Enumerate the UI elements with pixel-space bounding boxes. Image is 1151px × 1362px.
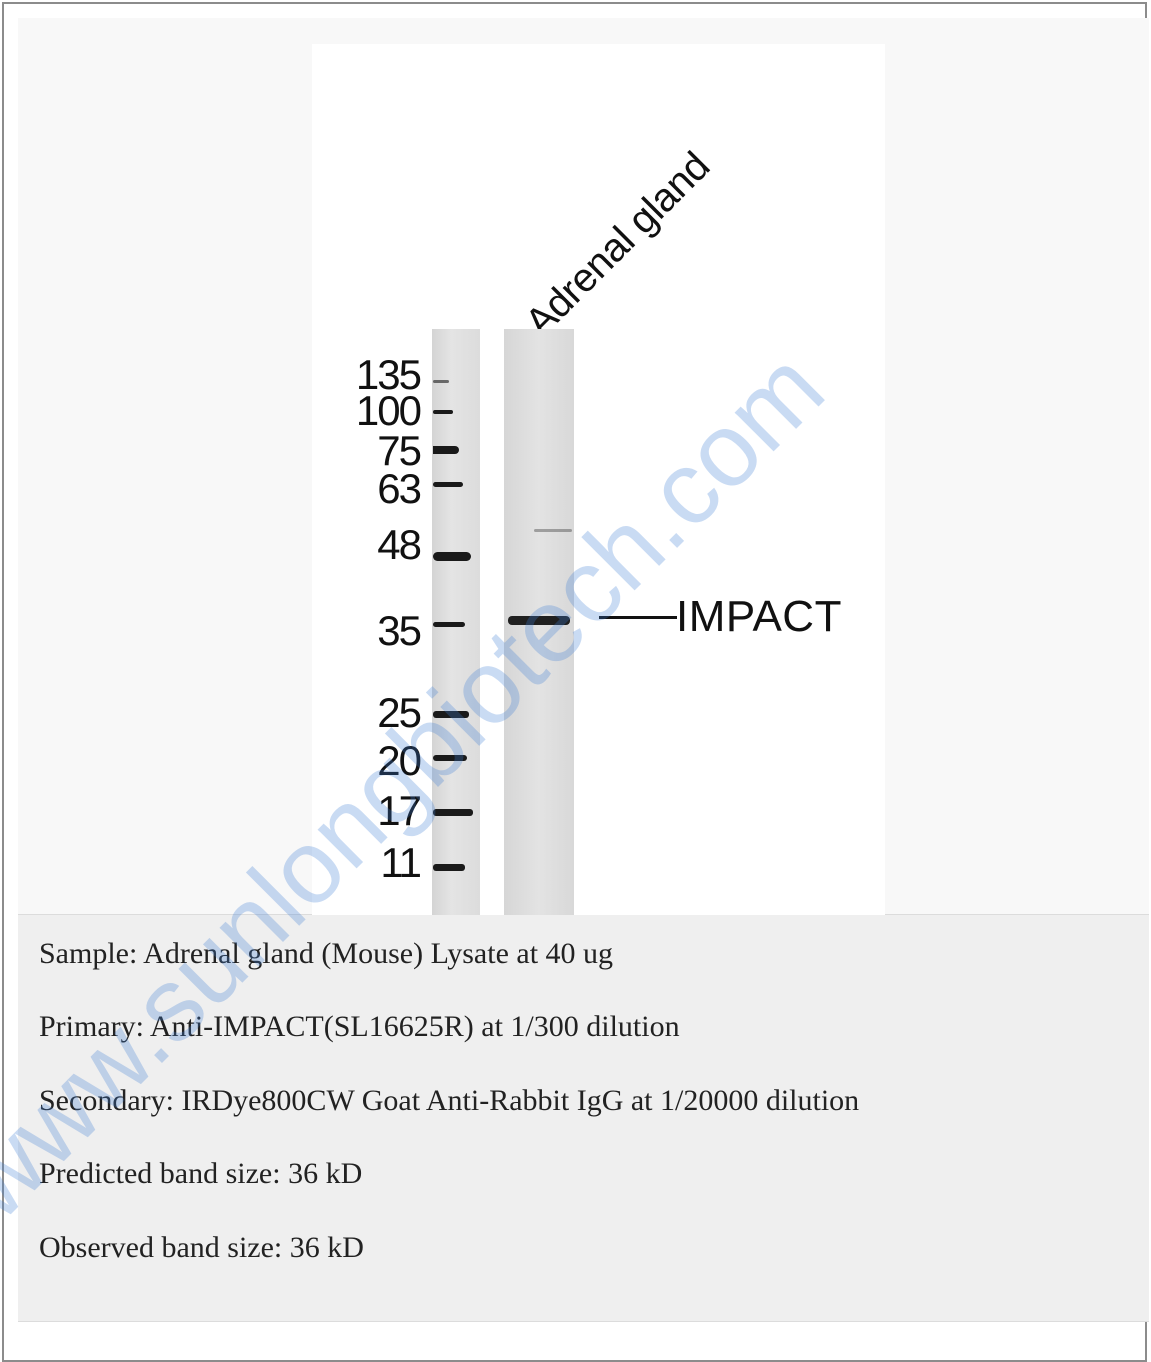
ladder-band bbox=[433, 755, 467, 761]
ladder-band bbox=[433, 864, 465, 871]
mw-label: 35 bbox=[377, 607, 422, 654]
ladder-band bbox=[433, 809, 473, 816]
primary-antibody-line: Primary: Anti-IMPACT(SL16625R) at 1/300 … bbox=[39, 1010, 680, 1043]
ladder-band bbox=[433, 446, 459, 454]
target-label: IMPACT bbox=[676, 592, 842, 641]
figure-row: Adrenal gland 135 100 75 63 48 35 25 20 … bbox=[18, 18, 1149, 918]
observed-band-line: Observed band size: 36 kD bbox=[39, 1231, 364, 1264]
mw-label: 63 bbox=[377, 465, 422, 512]
predicted-band-line: Predicted band size: 36 kD bbox=[39, 1157, 363, 1190]
western-blot-image: Adrenal gland 135 100 75 63 48 35 25 20 … bbox=[312, 44, 885, 918]
mw-label: 100 bbox=[355, 387, 422, 434]
target-band bbox=[508, 616, 570, 625]
target-pointer-line bbox=[599, 616, 677, 619]
description-row: Sample: Adrenal gland (Mouse) Lysate at … bbox=[18, 915, 1149, 1322]
ladder-band bbox=[433, 622, 465, 627]
ladder-band bbox=[433, 380, 449, 383]
mw-label: 17 bbox=[377, 787, 422, 834]
ladder-band bbox=[433, 410, 453, 414]
mw-label: 135 bbox=[355, 351, 422, 398]
mw-label: 20 bbox=[377, 737, 422, 784]
mw-label: 48 bbox=[377, 521, 422, 568]
ladder-band bbox=[433, 482, 463, 487]
lane-label: Adrenal gland bbox=[517, 144, 719, 346]
mw-label: 11 bbox=[380, 839, 422, 886]
sample-line: Sample: Adrenal gland (Mouse) Lysate at … bbox=[39, 937, 614, 970]
mw-label: 25 bbox=[377, 689, 422, 736]
mw-label: 75 bbox=[377, 427, 422, 474]
secondary-antibody-line: Secondary: IRDye800CW Goat Anti-Rabbit I… bbox=[39, 1084, 860, 1117]
ladder-band bbox=[433, 552, 471, 561]
nonspecific-band bbox=[534, 529, 572, 532]
ladder-band bbox=[433, 711, 469, 718]
